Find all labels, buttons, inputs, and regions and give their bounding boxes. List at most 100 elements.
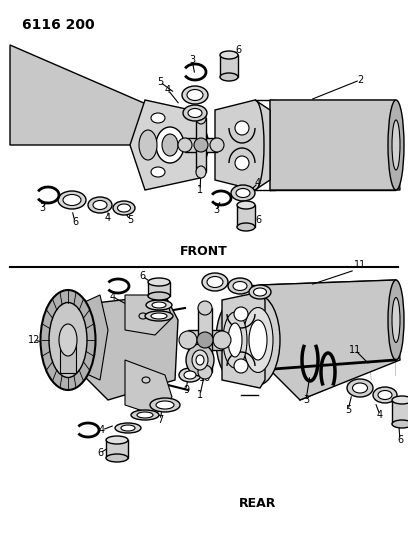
Text: 4: 4 [110,292,116,302]
Ellipse shape [106,454,128,462]
Ellipse shape [392,420,408,428]
Ellipse shape [59,324,77,356]
Ellipse shape [131,410,159,420]
Ellipse shape [106,436,128,444]
Text: 6: 6 [72,217,78,227]
Ellipse shape [373,387,397,403]
Bar [106,440,128,458]
Ellipse shape [88,197,112,213]
Ellipse shape [223,312,247,368]
Ellipse shape [49,303,87,377]
Ellipse shape [233,281,247,290]
Text: 5: 5 [345,405,351,415]
Ellipse shape [237,201,255,209]
Bar [220,55,238,77]
Text: 6: 6 [97,448,103,458]
Text: REAR: REAR [239,497,277,510]
Text: 10: 10 [199,373,211,383]
Ellipse shape [249,285,271,299]
Ellipse shape [207,277,223,287]
Text: 6116 200: 6116 200 [22,18,95,32]
Text: 5: 5 [127,215,133,225]
Ellipse shape [196,355,204,365]
Ellipse shape [148,278,170,286]
Ellipse shape [142,377,150,383]
Ellipse shape [235,156,249,170]
Ellipse shape [93,200,107,209]
Text: 7: 7 [157,415,163,425]
Ellipse shape [198,365,212,379]
Ellipse shape [162,134,178,156]
Ellipse shape [243,308,273,373]
Ellipse shape [213,331,231,349]
Text: 5: 5 [157,77,163,87]
Ellipse shape [182,86,208,104]
Ellipse shape [388,100,404,190]
Ellipse shape [236,295,280,385]
Ellipse shape [378,391,392,400]
Ellipse shape [253,288,266,296]
Ellipse shape [192,350,208,370]
Ellipse shape [118,204,131,212]
Ellipse shape [347,379,373,397]
Ellipse shape [151,113,165,123]
Text: 4: 4 [105,213,111,223]
Bar [392,400,408,424]
Polygon shape [10,45,175,145]
Polygon shape [78,295,108,380]
Ellipse shape [139,130,157,160]
Ellipse shape [113,201,135,215]
Polygon shape [78,295,178,400]
Ellipse shape [146,300,172,310]
Ellipse shape [234,307,248,321]
Ellipse shape [236,189,250,198]
Ellipse shape [151,167,165,177]
Ellipse shape [58,191,86,209]
Text: 5: 5 [135,401,141,411]
Polygon shape [130,100,210,190]
Text: 4: 4 [99,425,105,435]
Circle shape [197,332,213,348]
Ellipse shape [151,313,167,319]
Ellipse shape [228,278,252,294]
Ellipse shape [234,359,248,373]
Text: 3: 3 [59,293,65,303]
Ellipse shape [235,121,249,135]
Text: FRONT: FRONT [180,245,228,258]
Ellipse shape [121,425,135,431]
Ellipse shape [196,112,206,124]
Text: 6: 6 [397,435,403,445]
Ellipse shape [237,223,255,231]
Text: 2: 2 [357,75,363,85]
Ellipse shape [179,331,197,349]
Text: 11: 11 [349,345,361,355]
Polygon shape [270,100,400,190]
Ellipse shape [150,398,180,412]
Ellipse shape [196,166,206,178]
Text: 8: 8 [147,385,153,395]
Text: 6: 6 [235,45,241,55]
Polygon shape [215,100,270,190]
Polygon shape [222,292,265,388]
Ellipse shape [115,423,141,433]
Text: 3: 3 [303,395,309,405]
Text: 3: 3 [39,203,45,213]
Text: 1: 1 [197,185,203,195]
Ellipse shape [137,412,153,418]
Ellipse shape [139,313,147,319]
Text: 5: 5 [135,300,141,310]
Ellipse shape [179,368,201,382]
Ellipse shape [178,138,192,152]
Bar [198,308,212,372]
Text: 9: 9 [183,385,189,395]
Ellipse shape [184,371,196,379]
Ellipse shape [220,73,238,81]
Ellipse shape [231,185,255,201]
Ellipse shape [388,280,404,360]
Text: 4: 4 [165,85,171,95]
Bar [237,205,255,227]
Text: 6: 6 [139,271,145,281]
Text: 11: 11 [354,260,366,270]
Ellipse shape [392,120,400,170]
Ellipse shape [220,51,238,59]
